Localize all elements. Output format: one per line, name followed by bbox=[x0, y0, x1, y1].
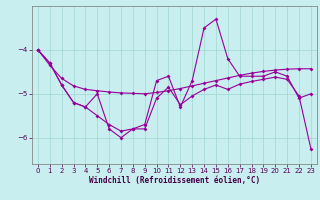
X-axis label: Windchill (Refroidissement éolien,°C): Windchill (Refroidissement éolien,°C) bbox=[89, 176, 260, 185]
